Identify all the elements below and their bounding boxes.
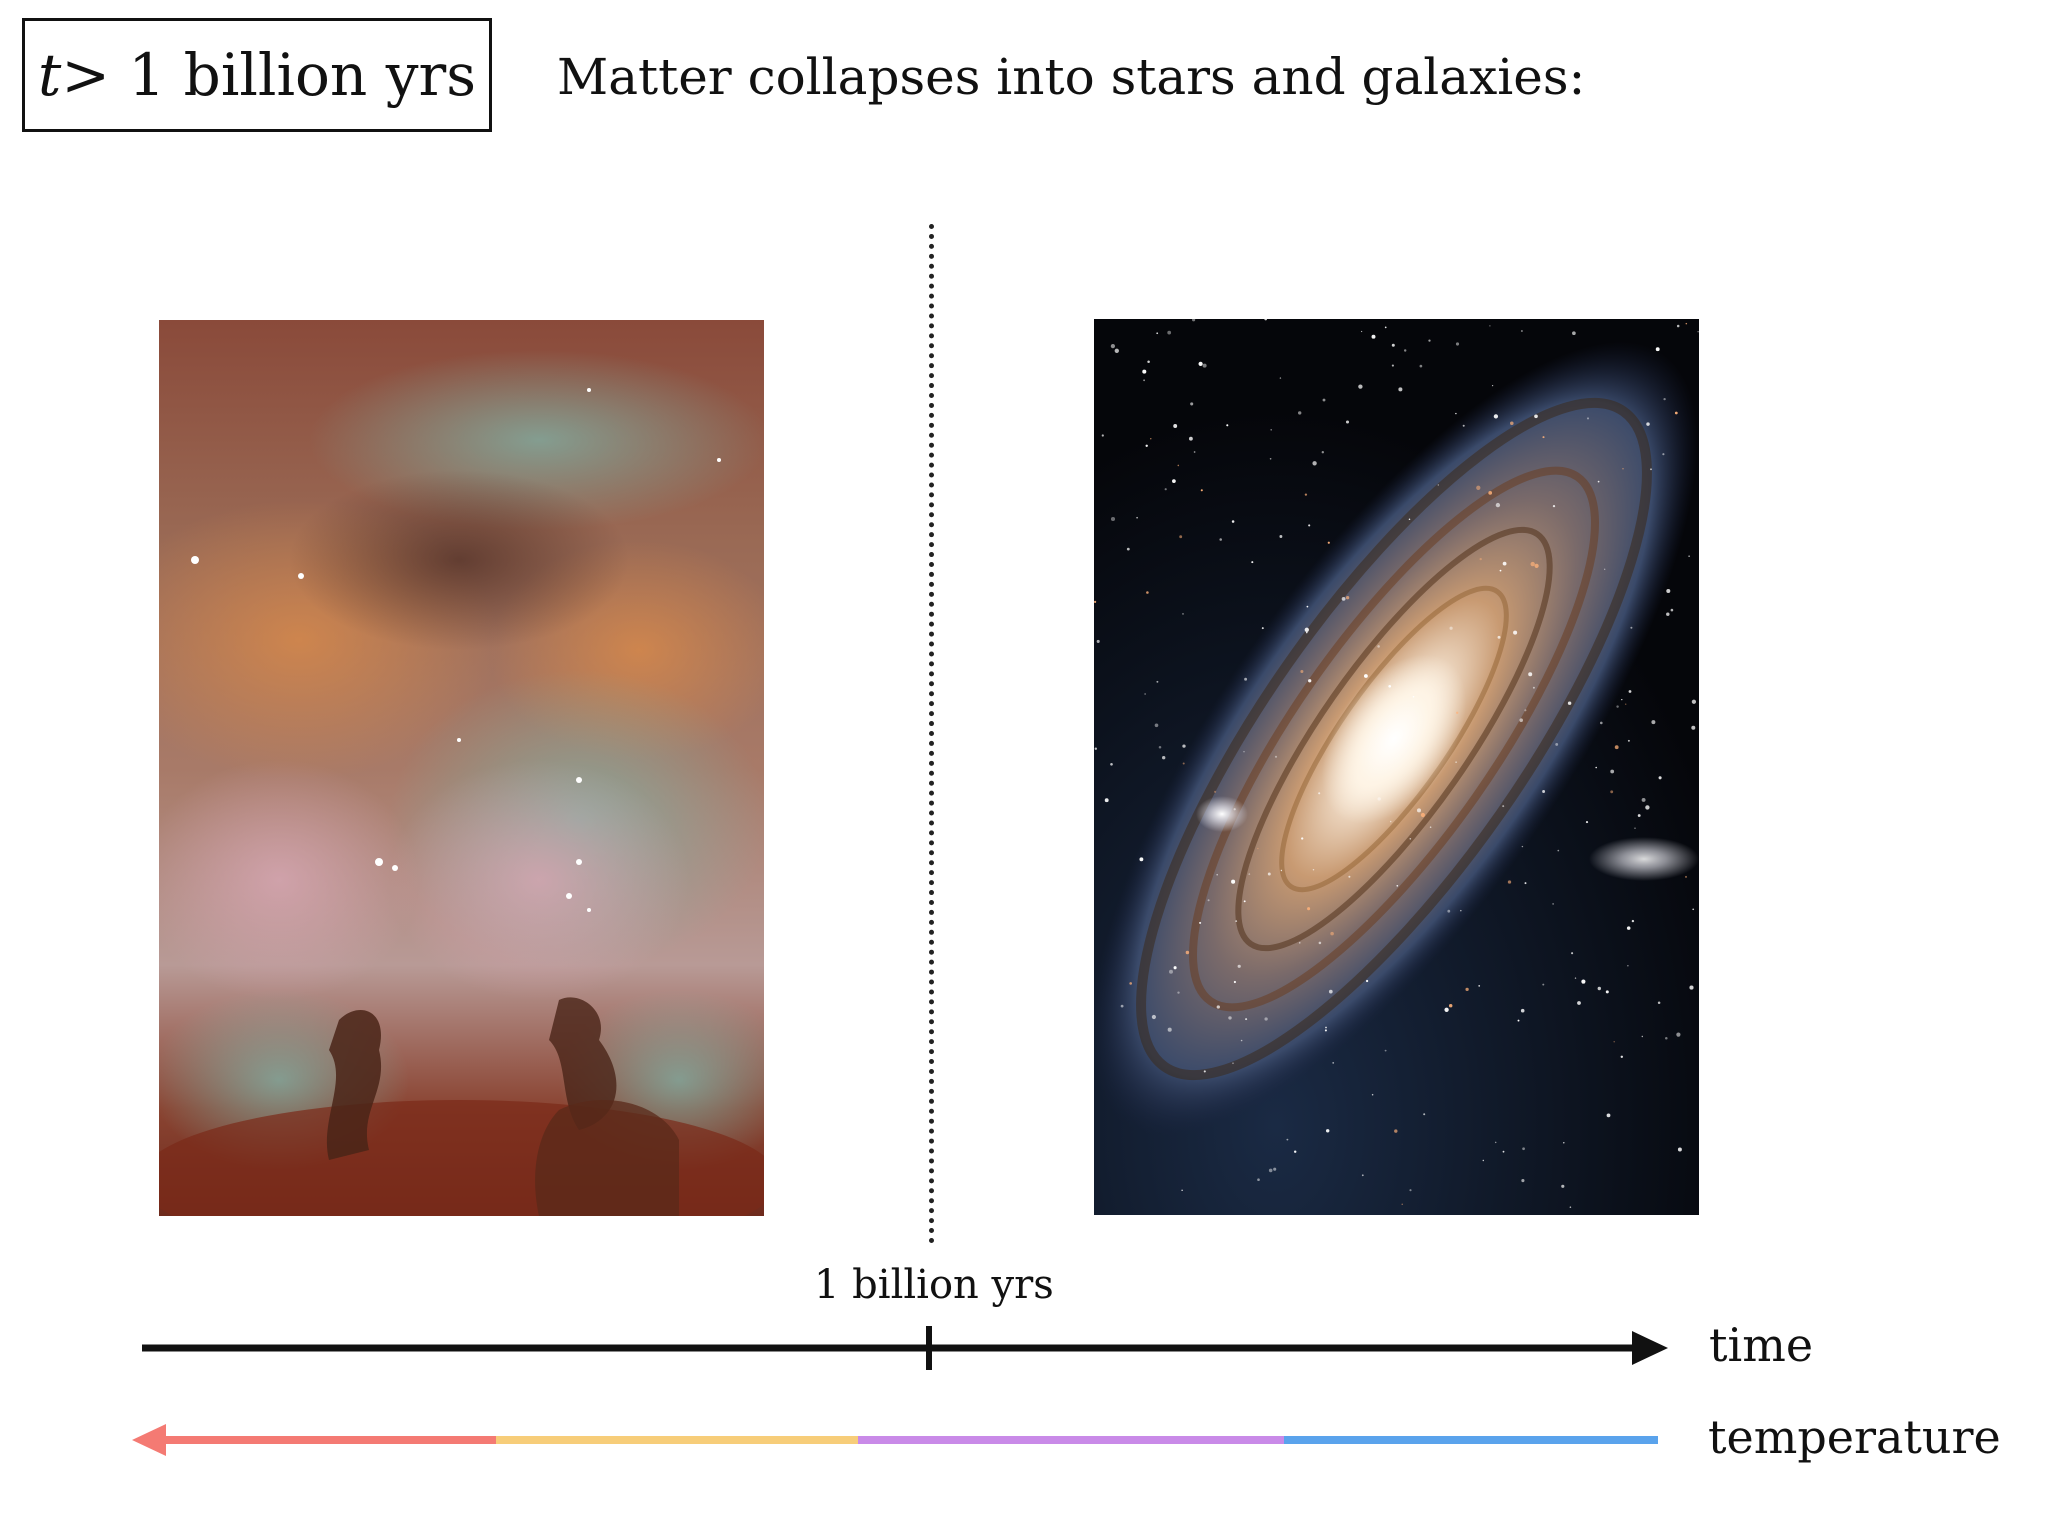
time-axis-label: time	[1709, 1318, 1814, 1372]
headline: Matter collapses into stars and galaxies…	[557, 48, 1586, 106]
time-condition-box: t > 1 billion yrs	[22, 18, 492, 132]
time-axis-arrowhead	[1632, 1331, 1668, 1365]
divider-dotted-line	[929, 224, 934, 1244]
temperature-axis-label: temperature	[1708, 1410, 2001, 1464]
galaxy-image	[1094, 319, 1699, 1215]
temperature-axis-arrowhead	[132, 1424, 166, 1456]
tick-label-1-billion: 1 billion yrs	[814, 1262, 1054, 1308]
nebula-image	[159, 320, 764, 1216]
time-condition-text: > 1 billion yrs	[61, 41, 476, 109]
time-variable: t	[38, 41, 62, 109]
